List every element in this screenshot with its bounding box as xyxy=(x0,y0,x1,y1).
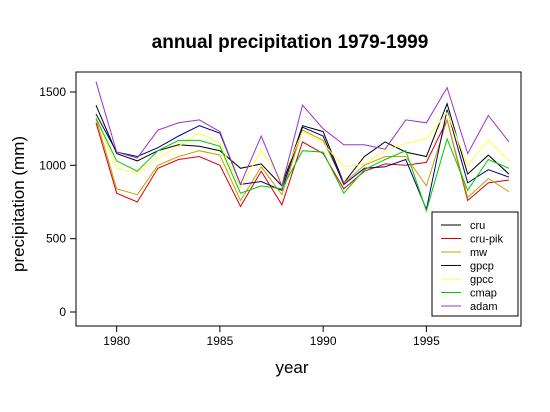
series-layer xyxy=(95,81,510,213)
chart-title: annual precipitation 1979-1999 xyxy=(152,32,429,53)
series-line-adam xyxy=(95,81,510,188)
legend-label-cru: cru xyxy=(470,220,485,232)
legend-label-adam: adam xyxy=(470,301,498,313)
y-tick-label: 500 xyxy=(46,232,66,246)
y-tick-label: 0 xyxy=(59,305,66,319)
x-tick-label: 1985 xyxy=(207,334,234,348)
x-tick-label: 1995 xyxy=(413,334,440,348)
series-line-cru xyxy=(95,102,510,187)
x-axis: 1980 1985 1990 1995 xyxy=(103,326,440,348)
legend-label-cru-pik: cru-pik xyxy=(470,234,504,246)
legend-box xyxy=(431,211,519,317)
legend-label-gpcc: gpcc xyxy=(470,274,494,286)
legend-label-gpcp: gpcp xyxy=(470,261,494,273)
y-tick-label: 1000 xyxy=(39,158,66,172)
plot-area xyxy=(75,71,522,327)
series-line-gpcp xyxy=(95,109,510,211)
x-tick-label: 1990 xyxy=(310,334,337,348)
y-tick-label: 1500 xyxy=(39,85,66,99)
y-axis: 0 500 1000 1500 xyxy=(39,85,76,319)
legend-label-cmap: cmap xyxy=(470,288,497,300)
y-axis-label: precipitation (mm) xyxy=(9,136,28,272)
legend-label-mw: mw xyxy=(470,247,487,259)
x-axis-label: year xyxy=(275,358,308,377)
series-line-cru-pik xyxy=(95,118,510,208)
series-line-gpcc xyxy=(95,111,510,189)
x-tick-label: 1980 xyxy=(103,334,130,348)
series-line-cmap xyxy=(95,118,510,213)
